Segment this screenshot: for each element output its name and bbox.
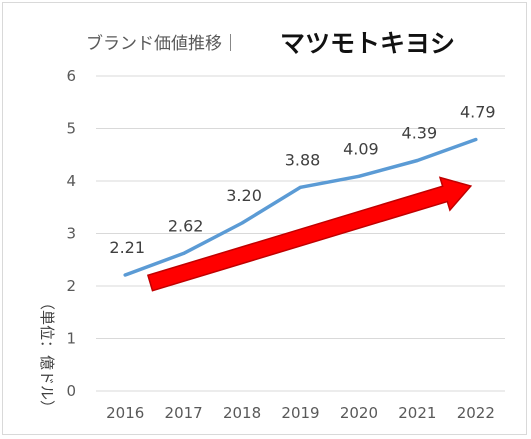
x-tick-label: 2019	[281, 404, 319, 422]
y-tick-label: 1	[66, 330, 76, 348]
data-point	[474, 138, 478, 142]
y-tick-label: 4	[66, 172, 76, 190]
y-tick-label: 5	[66, 120, 76, 138]
x-axis-ticks: 2016 2017 2018 2019 2020 2021 2022	[106, 404, 495, 422]
data-point	[415, 159, 419, 163]
data-label: 4.09	[343, 139, 379, 158]
data-point	[182, 251, 186, 255]
data-point	[299, 185, 302, 189]
data-point	[240, 221, 244, 225]
x-tick-label: 2021	[398, 404, 436, 422]
chart-title: ブランド価値推移｜	[86, 33, 239, 54]
data-label: 2.21	[109, 238, 145, 257]
data-label: 4.39	[402, 124, 438, 143]
data-label: 4.79	[460, 103, 496, 122]
brand-logo-text: マツモトキヨシ	[280, 29, 455, 58]
data-point	[123, 273, 127, 277]
x-tick-label: 2017	[165, 404, 203, 422]
trend-arrow-group	[146, 176, 473, 292]
brand-value-series	[123, 137, 478, 277]
trend-arrow	[146, 176, 473, 292]
gridlines	[96, 75, 505, 392]
data-labels: 2.21 2.62 3.20 3.88 4.09 4.39 4.79	[109, 103, 495, 257]
y-tick-label: 2	[66, 277, 76, 295]
data-label: 3.20	[226, 186, 262, 205]
x-tick-label: 2020	[340, 404, 378, 422]
chart-frame	[2, 2, 527, 435]
y-axis-ticks: 0 1 2 3 4 5 6	[66, 67, 76, 400]
x-tick-label: 2016	[106, 404, 144, 422]
data-label: 3.88	[285, 150, 321, 169]
y-axis-unit: （単位：億ドル）	[38, 295, 56, 415]
x-tick-label: 2022	[457, 404, 495, 422]
y-axis-unit-label: （単位：億ドル）	[38, 295, 56, 415]
y-tick-label: 0	[66, 382, 76, 400]
data-point	[357, 174, 361, 178]
x-tick-label: 2018	[223, 404, 261, 422]
data-label: 2.62	[168, 216, 204, 235]
y-tick-label: 3	[66, 225, 76, 243]
y-tick-label: 6	[66, 67, 76, 85]
